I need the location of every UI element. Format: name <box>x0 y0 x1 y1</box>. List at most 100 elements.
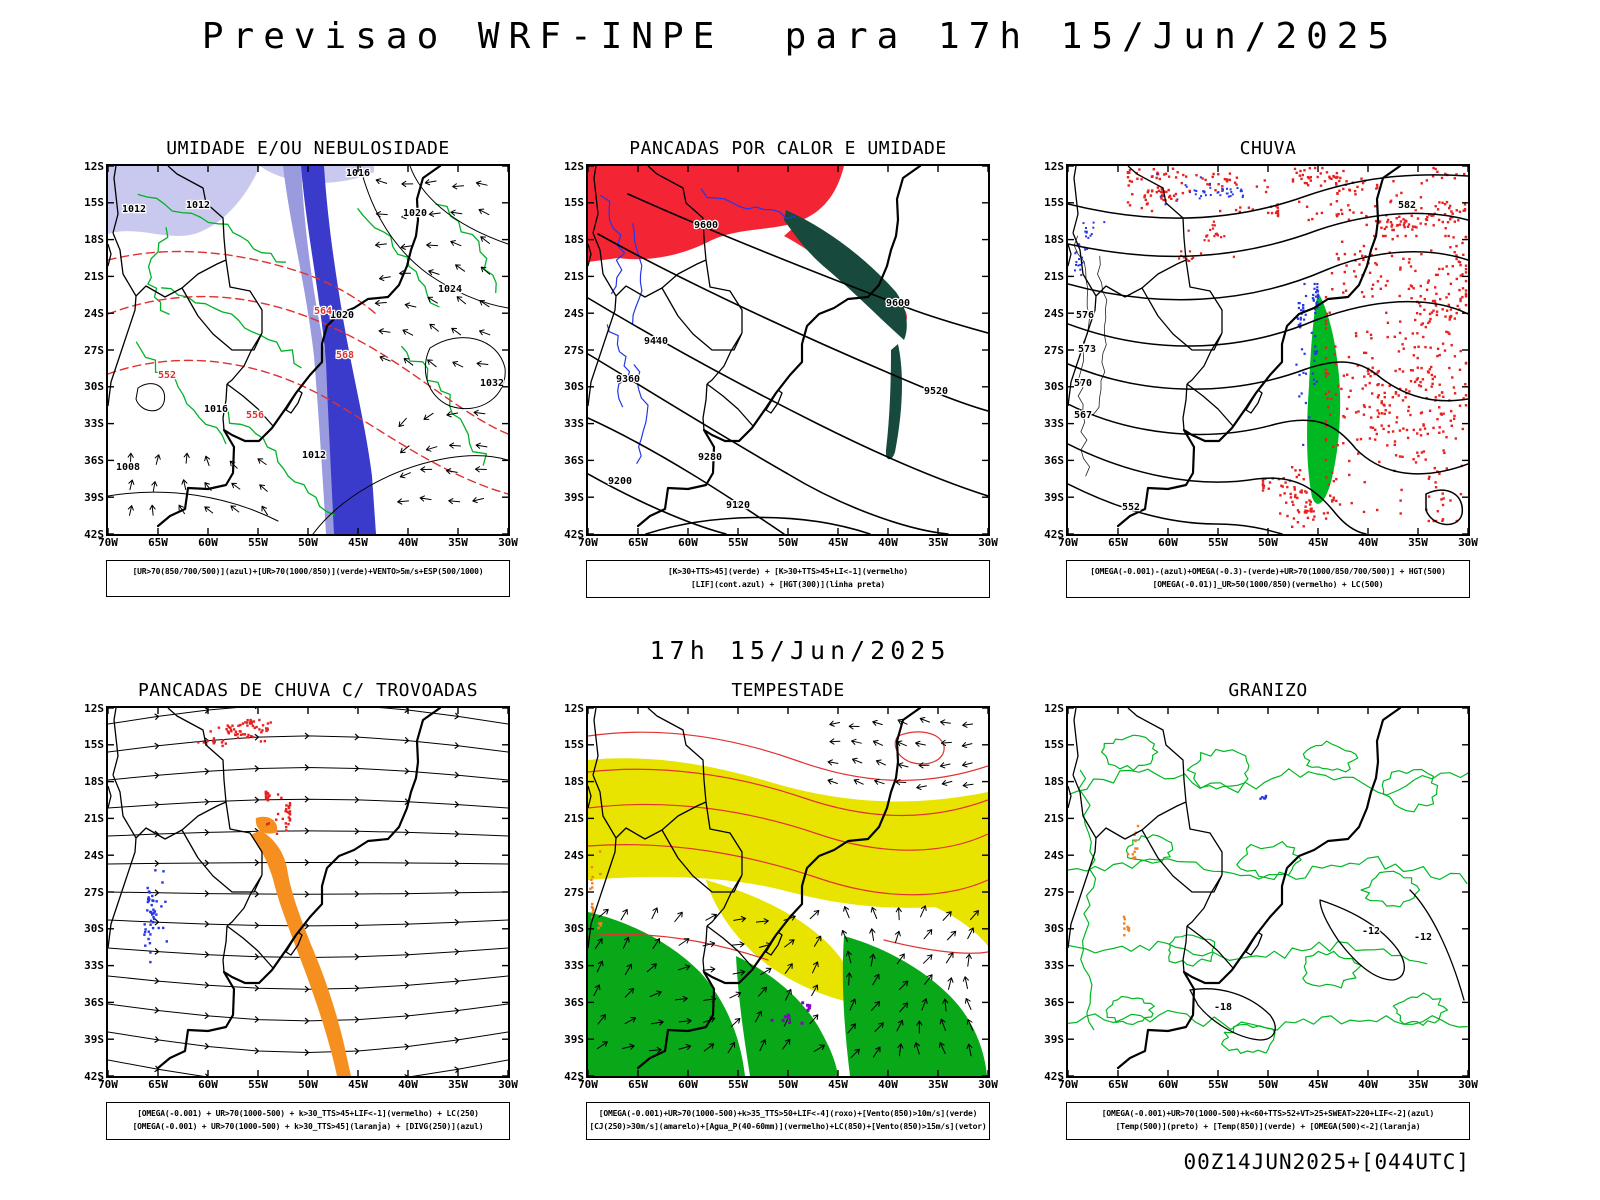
deco-path <box>588 166 844 262</box>
panel-granizo: GRANIZO 12S 15S 18S 21S 24S 27S 30S 33S 36S 39S 42… <box>1044 680 1478 1140</box>
deco-path <box>588 933 769 961</box>
contour-labels: 582 576 573 570 567 552 <box>1073 199 1418 515</box>
contour-labels: 1016 1012 1012 1020 1024 1020 1016 1008 … <box>115 167 506 475</box>
lon-axis: 70W 65W 60W 55W 50W 45W 40W 35W 30W <box>578 536 998 551</box>
deco-loop <box>1360 870 1421 908</box>
lon-label: 50W <box>298 536 318 549</box>
lon-label: 50W <box>778 536 798 549</box>
lon-label: 60W <box>198 536 218 549</box>
lat-label: 33S <box>564 959 584 973</box>
caption-line: [OMEGA(-0.001)+UR>70(1000-500)+k>35_TTS>… <box>598 1109 978 1118</box>
deco-squig <box>1068 768 1468 796</box>
deco-path <box>597 233 988 412</box>
panel-title: UMIDADE E/OU NEBULOSIDADE <box>166 138 450 159</box>
panel-chuva: CHUVA 12S 15S 18S 21S 24S 27S 30S 33S 36S 39S 42S … <box>1044 138 1478 598</box>
lon-label: 65W <box>148 1078 168 1091</box>
lat-label: 39S <box>84 1032 104 1046</box>
map-graphics <box>1068 734 1468 1054</box>
deco-loop <box>1392 992 1449 1026</box>
deco-path <box>588 353 949 534</box>
deco-path <box>588 297 988 497</box>
deco-stip <box>264 790 292 835</box>
lon-label: 35W <box>1408 1078 1428 1091</box>
deco-vf <box>593 907 825 1054</box>
lon-label: 55W <box>728 1078 748 1091</box>
map-graphics <box>588 166 988 534</box>
lat-label: 27S <box>84 343 104 357</box>
map-box: 9600 9600 9520 9440 9360 9280 9200 9120 … <box>578 164 998 551</box>
caption-line: [K>30+TTS>45](verde) + [K>30+TTS>45+LI<-… <box>667 567 909 576</box>
lat-label: 39S <box>1044 490 1064 504</box>
map-frame: 12S 15S 18S 21S 24S 27S 30S 33S 36S 39S 42S -12 -1… <box>1044 703 1478 1093</box>
lon-label: 70W <box>98 536 118 549</box>
lat-label: 39S <box>84 490 104 504</box>
deco-stip <box>770 1001 812 1025</box>
deco-path <box>588 758 988 908</box>
contour-label: 552 <box>1122 502 1140 513</box>
lat-label: 39S <box>564 490 584 504</box>
deco-squig <box>357 207 440 308</box>
panel-title: CHUVA <box>1239 138 1297 159</box>
deco-stip <box>143 869 168 964</box>
contour-label: 1032 <box>480 378 504 389</box>
lat-axis: 12S 15S 18S 21S 24S 27S 30S 33S 36S 39S 42S <box>1044 703 1066 1082</box>
lon-label: 45W <box>348 1078 368 1091</box>
lat-label: 24S <box>564 848 584 862</box>
deco-path <box>359 166 508 309</box>
lon-label: 70W <box>1058 1078 1078 1091</box>
caption-box: [OMEGA(-0.001)+UR>70(1000-500)+k<60+TTS>… <box>1066 1102 1470 1140</box>
caption-box: [OMEGA(-0.001) + UR>70(1000-500) + k>30_… <box>106 1102 510 1140</box>
lon-axis: 70W 65W 60W 55W 50W 45W 40W 35W 30W <box>1058 536 1478 551</box>
deco-path <box>588 912 745 1076</box>
map-trovoadas <box>106 706 510 1078</box>
deco-path <box>1068 174 1468 219</box>
contour-label: 568 <box>336 350 354 361</box>
lat-label: 42S <box>1044 527 1064 541</box>
lon-label: 50W <box>298 1078 318 1091</box>
lon-axis: 70W 65W 60W 55W 50W 45W 40W 35W 30W <box>578 1078 998 1093</box>
deco-path <box>1425 489 1463 526</box>
map-frame: 12S 15S 18S 21S 24S 27S 30S 33S 36S 39S 42S 9600 9… <box>564 161 998 551</box>
contour-label: 1012 <box>302 450 326 461</box>
contour-labels: 9600 9600 9520 9440 9360 9280 9200 9120 <box>607 219 950 513</box>
lat-label: 30S <box>84 380 104 394</box>
deco-squig <box>435 203 497 294</box>
deco-path <box>588 844 988 896</box>
map-frame: 12S 15S 18S 21S 24S 27S 30S 33S 36S 39S 42S 1016 1… <box>84 161 518 551</box>
lat-label: 36S <box>1044 995 1064 1009</box>
deco-squig <box>633 364 649 465</box>
lat-label: 33S <box>564 417 584 431</box>
lat-axis: 12S 15S 18S 21S 24S 27S 30S 33S 36S 39S 42S <box>84 161 106 540</box>
lat-label: 39S <box>1044 1032 1064 1046</box>
map-frame: 12S 15S 18S 21S 24S 27S 30S 33S 36S 39S 42S 70W 65W… <box>84 703 518 1093</box>
contour-label: 564 <box>314 306 332 317</box>
contour-label: 1024 <box>438 284 462 295</box>
lon-label: 30W <box>498 536 518 549</box>
lat-label: 33S <box>1044 417 1064 431</box>
lat-label: 21S <box>84 811 104 825</box>
deco-path <box>1068 300 1468 347</box>
deco-squig <box>1068 856 1468 885</box>
deco-stip <box>1259 794 1268 800</box>
lat-label: 42S <box>1044 1069 1064 1083</box>
contour-label: 9120 <box>726 500 750 511</box>
deco-vf <box>841 905 979 1059</box>
map-graphics <box>108 708 508 1076</box>
contour-label: -12 <box>1414 932 1432 943</box>
lon-label: 70W <box>1058 536 1078 549</box>
page-title: Previsao WRF-INPE para 17h 15/Jun/2025 <box>201 16 1399 57</box>
lat-label: 15S <box>564 738 584 752</box>
lat-label: 30S <box>1044 922 1064 936</box>
axis-ticks <box>108 166 508 534</box>
deco-stip <box>1074 221 1106 277</box>
lon-label: 45W <box>348 536 368 549</box>
deco-squig <box>606 324 631 408</box>
lat-label: 27S <box>1044 885 1064 899</box>
deco-squig <box>147 227 170 315</box>
panel-umidade: UMIDADE E/OU NEBULOSIDADE 12S 15S 18S 21S 24… <box>84 138 518 597</box>
lat-label: 42S <box>564 1069 584 1083</box>
deco-squig <box>1068 940 1428 965</box>
lon-label: 60W <box>678 1078 698 1091</box>
deco-path <box>706 880 859 1004</box>
deco-squig <box>137 193 286 263</box>
